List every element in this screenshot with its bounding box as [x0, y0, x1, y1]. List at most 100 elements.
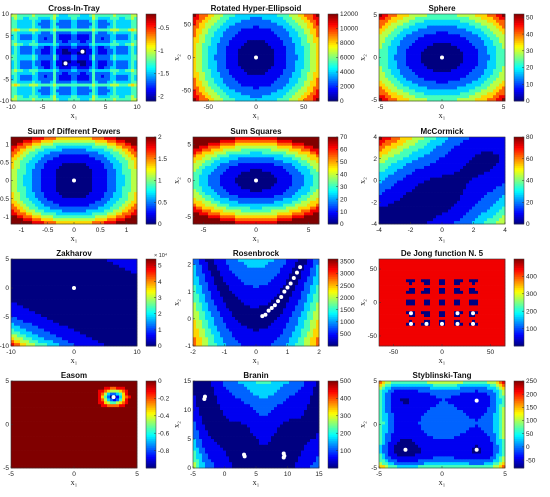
heatmap-cell	[110, 28, 114, 32]
heatmap-cell	[101, 200, 105, 205]
heatmap-cell	[134, 168, 138, 173]
heatmap-cell	[131, 48, 135, 53]
heatmap-cell	[107, 40, 111, 44]
heatmap-cell	[113, 16, 117, 21]
heatmap-cell	[17, 19, 21, 24]
heatmap-cell	[98, 16, 102, 21]
heatmap-cell	[122, 192, 126, 196]
heatmap-cell	[122, 154, 126, 158]
heatmap-cell	[271, 66, 275, 70]
heatmap-cell	[208, 34, 212, 38]
heatmap-cell	[122, 148, 126, 152]
heatmap-cell	[238, 40, 242, 44]
heatmap-cell	[223, 31, 227, 35]
heatmap-cell	[424, 25, 428, 29]
heatmap-cell	[41, 51, 45, 55]
heatmap-cell	[493, 25, 497, 29]
heatmap-cell	[502, 72, 506, 76]
heatmap-cell	[89, 83, 93, 87]
heatmap-cell	[241, 31, 245, 35]
heatmap-cell	[451, 72, 455, 76]
heatmap-cell	[265, 95, 269, 99]
heatmap-cell	[424, 74, 428, 79]
heatmap-cell	[71, 154, 75, 158]
heatmap-cell	[385, 43, 389, 47]
colorbar-segment	[514, 26, 524, 29]
heatmap-cell	[280, 31, 284, 35]
heatmap-cell	[226, 95, 230, 99]
heatmap-cell	[50, 95, 54, 99]
heatmap-cell	[62, 40, 66, 44]
heatmap-cell	[244, 89, 248, 93]
heatmap-cell	[68, 51, 72, 55]
heatmap-cell	[89, 200, 93, 205]
heatmap-cell	[403, 48, 407, 53]
heatmap-cell	[107, 80, 111, 84]
heatmap-cell	[499, 57, 503, 61]
heatmap-cell	[35, 154, 39, 158]
heatmap-cell	[89, 37, 93, 41]
heatmap-cell	[463, 19, 467, 24]
heatmap-cell	[92, 40, 96, 44]
heatmap-cell	[71, 89, 75, 93]
heatmap-cell	[229, 48, 233, 53]
heatmap-cell	[80, 74, 84, 79]
heatmap-cell	[86, 72, 90, 76]
heatmap-cell	[217, 89, 221, 93]
heatmap-cell	[125, 22, 129, 26]
heatmap-cell	[32, 57, 36, 61]
heatmap-cell	[247, 69, 251, 73]
heatmap-cell	[415, 95, 419, 99]
heatmap-cell	[38, 197, 42, 202]
x-tick-label: 0	[440, 104, 444, 111]
heatmap-cell	[493, 57, 497, 61]
heatmap-cell	[59, 166, 63, 170]
heatmap-cell	[122, 83, 126, 87]
heatmap-cell	[487, 45, 491, 50]
heatmap-cell	[134, 166, 138, 170]
heatmap-cell	[490, 19, 494, 24]
heatmap-cell	[232, 40, 236, 44]
heatmap-cell	[104, 60, 108, 64]
heatmap-cell	[14, 37, 18, 41]
heatmap-cell	[388, 80, 392, 84]
heatmap-cell	[107, 16, 111, 21]
heatmap-cell	[77, 48, 81, 53]
heatmap-cell	[86, 40, 90, 44]
heatmap-cell	[400, 25, 404, 29]
heatmap-cell	[41, 66, 45, 70]
heatmap-cell	[53, 16, 57, 21]
heatmap-cell	[307, 31, 311, 35]
heatmap-cell	[29, 200, 33, 205]
heatmap-cell	[80, 57, 84, 61]
heatmap-cell	[220, 51, 224, 55]
heatmap-cell	[475, 43, 479, 47]
heatmap-cell	[95, 157, 99, 161]
heatmap-cell	[122, 157, 126, 161]
heatmap-cell	[20, 180, 24, 184]
heatmap-cell	[101, 86, 105, 90]
heatmap-cell	[131, 139, 135, 144]
heatmap-cell	[430, 37, 434, 41]
heatmap-cell	[226, 66, 230, 70]
heatmap-cell	[74, 57, 78, 61]
heatmap-cell	[442, 74, 446, 79]
colorbar-segment	[146, 72, 156, 75]
heatmap-cell	[131, 60, 135, 64]
heatmap-cell	[47, 168, 51, 173]
colorbar-tick-label: 8000	[340, 40, 355, 47]
heatmap-cell	[62, 197, 66, 202]
heatmap-cell	[38, 151, 42, 155]
heatmap-cell	[44, 95, 48, 99]
heatmap-cell	[295, 66, 299, 70]
heatmap-cell	[68, 19, 72, 24]
heatmap-cell	[199, 86, 203, 90]
heatmap-cell	[424, 51, 428, 55]
heatmap-cell	[131, 57, 135, 61]
heatmap-cell	[499, 25, 503, 29]
heatmap-cell	[220, 37, 224, 41]
heatmap-cell	[469, 80, 473, 84]
heatmap-cell	[119, 142, 123, 147]
heatmap-cell	[74, 45, 78, 50]
heatmap-cell	[442, 19, 446, 24]
